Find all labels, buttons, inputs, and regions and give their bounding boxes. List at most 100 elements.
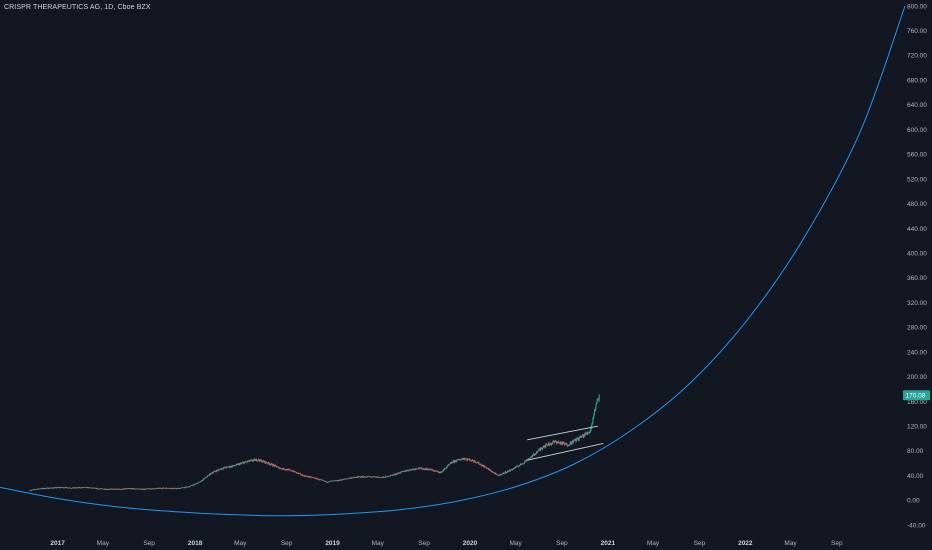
candle-body	[29, 490, 31, 492]
candle-body	[530, 457, 532, 458]
candle-body	[574, 439, 576, 441]
candle-body	[253, 459, 255, 461]
candle-body	[450, 462, 452, 463]
candle-body	[204, 477, 206, 479]
candle-body	[542, 446, 544, 448]
candle-body	[580, 436, 582, 438]
candle-body	[383, 476, 385, 478]
candle-body	[111, 488, 113, 490]
candle-body	[494, 473, 496, 475]
candle-body	[388, 476, 390, 477]
candle-body	[203, 478, 205, 480]
candle-body	[269, 464, 271, 465]
candle-body	[281, 468, 283, 469]
candle-body	[508, 470, 510, 472]
candle-body	[403, 471, 405, 472]
candle-body	[122, 488, 124, 490]
candle-body	[219, 469, 221, 471]
candle-body	[90, 487, 92, 489]
candle-body	[359, 476, 361, 478]
candle-body	[426, 468, 428, 470]
candle-body	[532, 455, 534, 456]
candle-body	[534, 453, 536, 455]
candle-body	[154, 488, 156, 489]
candle-body	[512, 469, 514, 470]
candle-body	[392, 474, 394, 476]
candle-body	[525, 459, 527, 462]
candle-body	[211, 472, 213, 474]
candle-body	[593, 409, 595, 415]
candle-body	[415, 468, 417, 470]
candle-body	[543, 446, 545, 448]
channel-lower-line[interactable]	[527, 443, 604, 461]
candle-body	[481, 465, 483, 467]
candle-body	[99, 488, 101, 490]
candle-body	[447, 464, 449, 466]
parabolic-curve[interactable]	[0, 5, 906, 517]
time-axis[interactable]: 2017 May Sep 2018 May Sep 2019 May Sep 2020 May Sep…	[50, 540, 843, 547]
x-tick-label: May	[784, 540, 797, 547]
candle-body	[151, 488, 153, 490]
candle-body	[490, 470, 492, 472]
candle-body	[38, 488, 40, 490]
candle-body	[535, 454, 537, 455]
candle-body	[509, 470, 511, 471]
candle-body	[472, 459, 474, 461]
candle-body	[510, 469, 512, 471]
candle-body	[365, 477, 367, 478]
candle-body	[153, 488, 155, 490]
candle-body	[470, 460, 472, 462]
candle-body	[594, 409, 596, 412]
candle-body	[119, 489, 121, 490]
candle-body	[503, 472, 505, 474]
channel-upper-line[interactable]	[527, 425, 598, 441]
candle-body	[563, 442, 565, 444]
candle-body	[301, 474, 303, 476]
candle-body	[368, 476, 370, 477]
candle-body	[320, 479, 322, 481]
candle-body	[189, 485, 191, 487]
candle-body	[406, 470, 408, 471]
candle-body	[453, 460, 455, 463]
candle-body	[404, 470, 406, 472]
candle-body	[458, 459, 460, 461]
candle-body	[223, 467, 225, 468]
candle-body	[178, 488, 180, 489]
candle-body	[133, 488, 135, 490]
y-tick-label: 40.00	[907, 473, 924, 480]
candle-body	[206, 476, 208, 478]
candle-body	[471, 460, 473, 462]
candle-body	[486, 468, 488, 469]
candle-body	[217, 469, 219, 471]
candle-body	[545, 443, 547, 445]
candle-body	[159, 487, 161, 489]
candle-body	[196, 482, 198, 484]
candle-body	[423, 468, 425, 470]
price-axis[interactable]: 800.00 760.00 720.00 680.00 640.00 600.00 560.…	[907, 3, 927, 529]
candle-body	[386, 475, 388, 477]
candle-body	[144, 488, 146, 490]
candle-body	[107, 489, 109, 490]
candle-body	[381, 477, 383, 478]
candle-body	[395, 473, 397, 475]
candle-body	[303, 475, 305, 476]
candle-body	[524, 460, 526, 463]
candle-body	[340, 479, 342, 481]
candle-body	[336, 480, 338, 482]
candle-body	[110, 488, 112, 490]
candle-body	[292, 470, 294, 472]
candle-body	[83, 487, 85, 488]
candle-body	[96, 488, 98, 489]
candle-body	[499, 474, 501, 475]
candle-body	[98, 488, 100, 490]
candle-body	[497, 474, 499, 476]
candle-body	[210, 472, 212, 474]
candle-body	[554, 440, 556, 442]
y-tick-label: 80.00	[907, 448, 924, 455]
candle-body	[358, 476, 360, 478]
y-tick-label: 600.00	[907, 127, 927, 134]
candle-body	[354, 477, 356, 479]
candle-body	[396, 473, 398, 475]
candle-body	[393, 474, 395, 475]
